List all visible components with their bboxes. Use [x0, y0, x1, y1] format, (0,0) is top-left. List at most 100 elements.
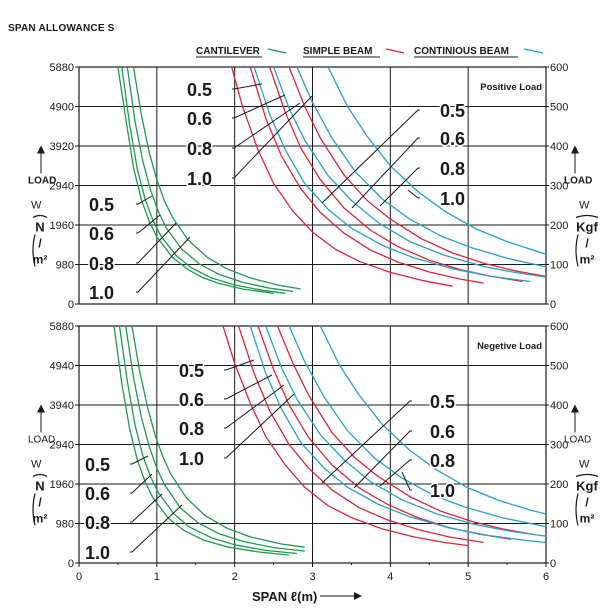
- positive-cantilever-thickness-label-0.6: 0.6: [89, 224, 114, 244]
- positive-cantilever-thickness-label-0.8: 0.8: [89, 254, 114, 274]
- negative-simple-beam-leader-0.5: [224, 359, 255, 371]
- positive-load-panel: 0 980 1960 2940 3920 4900 5880 0 100 200 300 400 500…: [28, 62, 598, 311]
- negative-right-axis-paren: [575, 493, 579, 526]
- positive-simple-beam-thickness-label-0.6: 0.6: [187, 109, 212, 129]
- negative-left-tick-label: 980: [56, 519, 74, 531]
- negative-simple-beam-thickness-label-0.8: 0.8: [179, 419, 204, 439]
- positive-simple-beam-leader-0.6: [232, 94, 286, 119]
- negative-simple-beam-curve-1.0: [276, 326, 535, 536]
- x-axis-arrowhead: [354, 592, 362, 600]
- positive-right-axis-label-load: LOAD: [564, 176, 592, 187]
- positive-cantilever-curve-0.8: [126, 67, 294, 293]
- positive-right-tick-label: 100: [550, 260, 568, 272]
- positive-simple-beam-curve-1.0: [288, 67, 546, 278]
- positive-left-axis-unit-slash: /: [38, 237, 42, 251]
- negative-right-axis-unit-kgf: Kgf: [576, 479, 598, 494]
- negative-right-tick-label: 100: [550, 519, 568, 531]
- negative-left-tick-label: 4940: [50, 361, 74, 373]
- negative-left-axis-unit-m2: m²: [33, 512, 48, 526]
- positive-left-axis-unit-n: N: [35, 220, 44, 235]
- negative-left-tick-label: 0: [68, 558, 74, 570]
- negative-continuous-beam-leader-0.6: [353, 430, 412, 489]
- x-tick-label-4: 4: [387, 571, 393, 583]
- negative-continuous-beam-curve-0.8: [288, 326, 546, 528]
- positive-right-tick-label: 400: [550, 141, 568, 153]
- positive-cantilever-leader-0.6: [136, 214, 161, 234]
- legend-label-0: CANTILEVER: [196, 46, 261, 57]
- legend-swatch-0: [267, 48, 287, 54]
- negative-simple-beam-thickness-label-0.5: 0.5: [179, 361, 204, 381]
- negative-left-axis-unit-n: N: [35, 479, 44, 494]
- positive-simple-beam-thickness-label-0.8: 0.8: [187, 139, 212, 159]
- positive-panel-title: Positive Load: [480, 82, 542, 93]
- negative-continuous-beam-thickness-label-0.5: 0.5: [430, 392, 455, 412]
- x-tick-label-0: 0: [76, 571, 82, 583]
- negative-left-axis-brace: [32, 473, 48, 478]
- negative-right-tick-label: 600: [550, 321, 568, 333]
- negative-left-axis-label-w: W: [31, 459, 42, 471]
- negative-right-tick-label: 400: [550, 400, 568, 412]
- positive-right-axis-brace: [575, 214, 599, 219]
- negative-cantilever-curve-0.5: [113, 326, 290, 556]
- positive-right-tick-label: 600: [550, 62, 568, 74]
- negative-cantilever-leader-0.5: [130, 455, 149, 465]
- negative-simple-beam-thickness-label-0.6: 0.6: [179, 390, 204, 410]
- negative-left-axis-paren: [32, 493, 36, 526]
- negative-right-axis-label-w: W: [579, 459, 590, 471]
- positive-cantilever-leader-0.8: [136, 222, 177, 264]
- positive-continuous-beam-curve-0.8: [296, 67, 546, 268]
- negative-cantilever-thickness-label-0.6: 0.6: [85, 484, 110, 504]
- positive-continuous-beam-thickness-label-1.0: 1.0: [440, 189, 465, 209]
- negative-simple-beam-thickness-label-1.0: 1.0: [179, 449, 204, 469]
- positive-left-axis-brace: [32, 214, 48, 219]
- negative-right-axis-unit-slash: /: [585, 496, 589, 510]
- negative-cantilever-leader-0.6: [130, 473, 153, 494]
- positive-continuous-beam-leader-1.0: [407, 189, 420, 199]
- positive-continuous-beam-curve-0.6: [272, 67, 546, 278]
- negative-simple-beam-curve-0.5: [222, 326, 469, 547]
- negative-continuous-beam-curve-0.5: [249, 326, 546, 544]
- positive-left-axis-label-w: W: [31, 200, 42, 212]
- positive-cantilever-thickness-label-1.0: 1.0: [89, 283, 114, 303]
- negative-left-tick-label: 2940: [50, 440, 74, 452]
- negative-continuous-beam-curve-1.0: [319, 326, 546, 515]
- negative-right-tick-label: 0: [550, 558, 556, 570]
- positive-continuous-beam-thickness-label-0.8: 0.8: [440, 159, 465, 179]
- negative-continuous-beam-leader-0.5: [321, 400, 412, 484]
- negative-left-axis-arrowhead: [37, 404, 45, 413]
- negative-left-axis-unit-slash: /: [38, 496, 42, 510]
- x-tick-label-1: 1: [154, 571, 160, 583]
- positive-simple-beam-leader-0.5: [232, 83, 263, 90]
- positive-continuous-beam-leader-0.6: [351, 137, 420, 209]
- negative-right-tick-label: 200: [550, 479, 568, 491]
- positive-left-tick-label: 2940: [50, 181, 74, 193]
- negative-simple-beam-curve-0.6: [237, 326, 484, 544]
- positive-left-tick-label: 0: [68, 299, 74, 311]
- negative-right-tick-label: 300: [550, 440, 568, 452]
- positive-simple-beam-thickness-label-1.0: 1.0: [187, 169, 212, 189]
- positive-continuous-beam-thickness-label-0.6: 0.6: [440, 129, 465, 149]
- negative-cantilever-thickness-label-0.8: 0.8: [85, 513, 110, 533]
- span-x-axis: 0 1 2 3 4 5 6 SPAN ℓ(m): [76, 563, 549, 604]
- positive-right-tick-label: 300: [550, 181, 568, 193]
- legend: CANTILEVER SIMPLE BEAM CONTINIOUS BEAM: [196, 46, 544, 58]
- positive-cantilever-thickness-label-0.5: 0.5: [89, 195, 114, 215]
- legend-label-2: CONTINIOUS BEAM: [414, 46, 509, 57]
- x-tick-label-3: 3: [309, 571, 315, 583]
- positive-right-axis-unit-m2: m²: [580, 253, 595, 267]
- negative-right-axis-label-load: LOAD: [564, 435, 591, 446]
- negative-left-tick-label: 5880: [50, 321, 74, 333]
- positive-right-tick-label: 0: [550, 299, 556, 311]
- negative-continuous-beam-thickness-label-0.6: 0.6: [430, 422, 455, 442]
- negative-continuous-beam-leader-1.0: [401, 471, 412, 491]
- negative-simple-beam-leader-0.6: [224, 374, 273, 400]
- negative-cantilever-thickness-label-0.5: 0.5: [85, 455, 110, 475]
- negative-continuous-beam-curve-0.6: [265, 326, 546, 537]
- negative-right-axis-arrowhead: [571, 404, 579, 413]
- positive-simple-beam-leader-1.0: [232, 95, 313, 179]
- positive-cantilever-leader-0.5: [136, 195, 153, 205]
- positive-cantilever-curve-0.5: [117, 67, 274, 294]
- positive-simple-beam-leader-0.8: [232, 102, 301, 149]
- positive-left-axis-unit-m2: m²: [33, 253, 48, 267]
